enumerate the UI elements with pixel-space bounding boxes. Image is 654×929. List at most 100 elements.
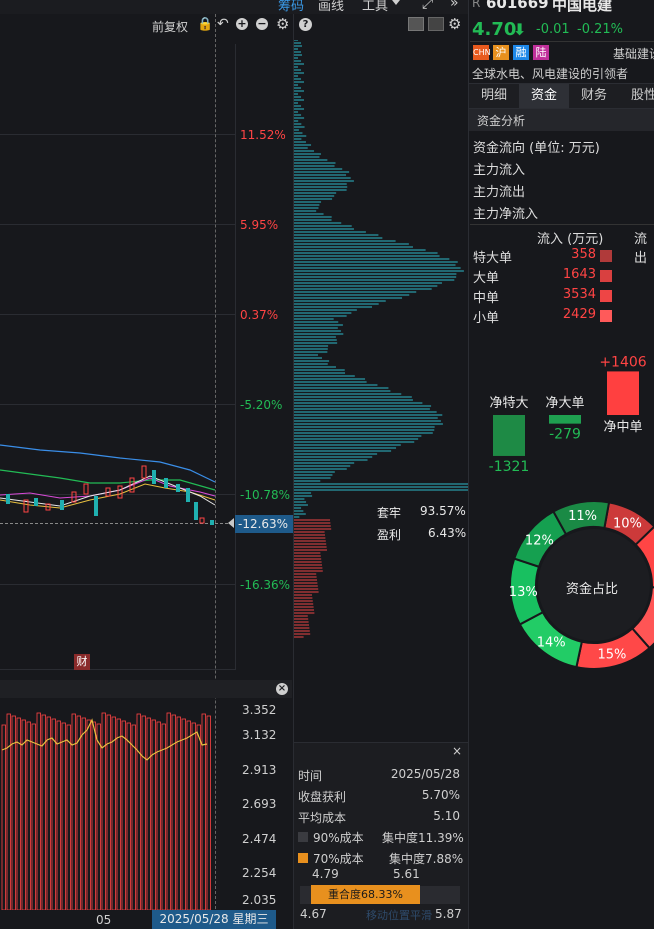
current-pct-badge: -12.63% bbox=[235, 515, 293, 533]
tab-fund[interactable]: 资金 bbox=[519, 84, 569, 108]
tab-finance[interactable]: 财务 bbox=[580, 88, 607, 103]
tab-detail[interactable]: 明细 bbox=[480, 88, 507, 103]
volume-bar bbox=[131, 724, 136, 910]
candle bbox=[152, 470, 156, 484]
order-inflow-value: 1643 bbox=[562, 267, 596, 282]
candle bbox=[83, 483, 89, 495]
donut-slice-label: 12% bbox=[525, 534, 554, 549]
pct-label: 11.52% bbox=[240, 128, 286, 142]
info-row-profit: 收盘获利 5.70% bbox=[298, 788, 460, 804]
order-color-swatch bbox=[600, 250, 612, 262]
profit-value: 6.43% bbox=[428, 526, 467, 540]
fund-section-header bbox=[469, 109, 654, 131]
tab-chips[interactable]: 筹码 bbox=[278, 0, 305, 14]
profit-label: 盈利 bbox=[377, 528, 402, 542]
range-lo: 4.67 bbox=[300, 907, 327, 921]
tag-connect: 陆 bbox=[533, 45, 549, 60]
chevron-down-icon[interactable] bbox=[392, 0, 400, 5]
finance-event-badge[interactable]: 财 bbox=[74, 654, 90, 670]
order-type-label: 特大单 bbox=[473, 251, 513, 266]
volume-bar bbox=[51, 718, 56, 910]
volume-bar bbox=[41, 714, 46, 910]
tab-draw[interactable]: 画线 bbox=[318, 0, 345, 14]
zoom-in-icon[interactable]: + bbox=[236, 17, 248, 30]
kline-area[interactable] bbox=[0, 44, 236, 670]
cost90-label: 90%成本 bbox=[313, 831, 364, 845]
vol-axis-label: 2.474 bbox=[242, 832, 277, 846]
right-panel bbox=[468, 0, 654, 929]
stock-price: 4.70 bbox=[472, 19, 517, 40]
volume-bar bbox=[121, 720, 126, 910]
candle bbox=[23, 499, 29, 513]
help-icon[interactable]: ? bbox=[299, 18, 312, 31]
pct-label: -10.78% bbox=[240, 488, 291, 502]
tag-chn: CHN bbox=[473, 45, 491, 60]
volume-bar bbox=[36, 712, 41, 910]
overlap-bar: 重合度68.33% bbox=[311, 885, 420, 904]
volume-chart bbox=[1, 712, 211, 910]
expand-icon[interactable]: ⤢ bbox=[422, 0, 434, 12]
volume-bar bbox=[136, 713, 141, 910]
industry-link[interactable]: 基础建设 bbox=[613, 47, 654, 61]
order-color-swatch bbox=[600, 270, 612, 282]
chip-distribution bbox=[294, 40, 468, 638]
volume-bar bbox=[46, 716, 51, 910]
pct-label: -5.20% bbox=[240, 398, 283, 412]
candle bbox=[45, 503, 51, 511]
volume-bar bbox=[11, 715, 16, 910]
lock-icon[interactable]: 🔒 bbox=[197, 17, 214, 32]
candle bbox=[34, 498, 38, 506]
chip-play-button[interactable] bbox=[428, 17, 444, 31]
cost70-hi: 5.61 bbox=[393, 867, 420, 881]
volume-bar bbox=[71, 713, 76, 910]
candle bbox=[164, 478, 168, 488]
trapped-label: 套牢 bbox=[377, 506, 402, 520]
chevron-right-double-icon[interactable]: » bbox=[450, 0, 459, 11]
info-close-icon[interactable]: × bbox=[452, 744, 463, 758]
tab-stock-nature[interactable]: 股性 bbox=[630, 88, 654, 103]
volume-bar bbox=[206, 715, 211, 910]
faded-hint: 移动位置平滑 bbox=[366, 909, 432, 922]
volume-bar bbox=[141, 715, 146, 910]
donut-slice bbox=[634, 525, 654, 589]
tab-tools[interactable]: 工具 bbox=[362, 0, 389, 14]
volume-bar bbox=[201, 713, 206, 910]
kline-chart bbox=[0, 444, 216, 525]
volume-bar bbox=[96, 723, 101, 910]
volume-bar bbox=[31, 723, 36, 910]
chip-gear-icon[interactable]: ⚙ bbox=[448, 15, 462, 33]
gear-icon[interactable]: ⚙ bbox=[276, 15, 290, 33]
undo-icon[interactable]: ↶ bbox=[217, 16, 229, 32]
close-icon[interactable]: × bbox=[276, 683, 288, 695]
candle bbox=[94, 496, 98, 516]
arrow-down-icon: ⬇ bbox=[513, 20, 527, 39]
volume-header bbox=[0, 680, 292, 698]
stock-change: -0.01 bbox=[536, 22, 570, 37]
zoom-out-icon[interactable]: − bbox=[256, 17, 268, 30]
price-pointer-icon bbox=[228, 518, 234, 528]
order-type-label: 大单 bbox=[473, 271, 500, 286]
volume-bar bbox=[161, 723, 166, 910]
order-color-swatch bbox=[600, 310, 612, 322]
tag-sh: 沪 bbox=[493, 45, 509, 60]
volume-ma-line bbox=[1, 718, 208, 761]
donut-slice-label: 11% bbox=[568, 509, 597, 524]
net-flow-label: 净大单 bbox=[545, 396, 584, 411]
main-outflow-label: 主力流出 bbox=[473, 185, 526, 200]
candle bbox=[6, 494, 10, 504]
fq-label[interactable]: 前复权 bbox=[152, 20, 189, 34]
volume-bar bbox=[56, 720, 61, 910]
volume-bar bbox=[111, 716, 116, 910]
candle bbox=[60, 500, 64, 510]
net-flow-bar bbox=[549, 415, 581, 424]
stock-change-pct: -0.21% bbox=[577, 22, 623, 37]
candle bbox=[210, 520, 214, 525]
crosshair-vertical bbox=[215, 14, 216, 914]
chip-mode-button[interactable] bbox=[408, 17, 424, 31]
net-flow-label: 净特大 bbox=[489, 396, 528, 411]
pct-label: 5.95% bbox=[240, 218, 279, 232]
vol-axis-label: 2.693 bbox=[242, 797, 277, 811]
net-flow-bar bbox=[607, 371, 639, 415]
volume-bar bbox=[171, 714, 176, 910]
volume-bar bbox=[61, 722, 66, 910]
